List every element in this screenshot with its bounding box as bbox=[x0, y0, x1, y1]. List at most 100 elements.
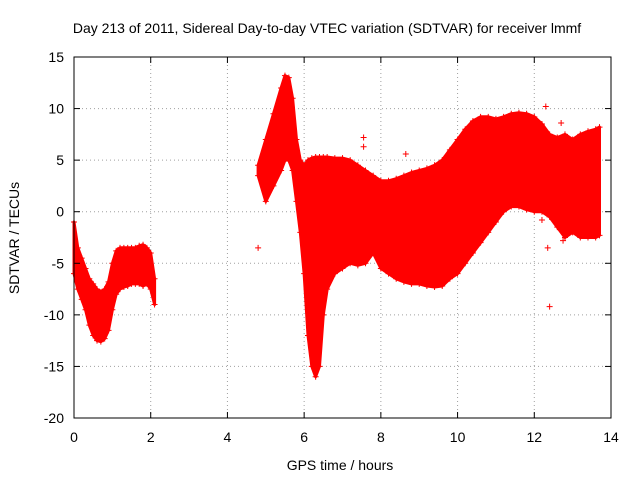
y-tick-label: 15 bbox=[48, 49, 64, 65]
data-layer bbox=[71, 72, 603, 380]
data-point bbox=[109, 260, 116, 267]
data-point bbox=[312, 373, 319, 380]
data-point bbox=[278, 84, 285, 91]
outlier-point bbox=[255, 244, 262, 251]
y-tick-label: 5 bbox=[56, 152, 64, 168]
data-point bbox=[454, 136, 461, 143]
data-point bbox=[278, 167, 285, 174]
y-tick-label: -10 bbox=[44, 307, 64, 323]
data-point bbox=[385, 270, 392, 277]
data-point bbox=[431, 162, 438, 169]
data-point bbox=[301, 270, 308, 277]
data-point bbox=[370, 172, 377, 179]
data-point bbox=[140, 241, 147, 248]
data-point bbox=[281, 72, 288, 79]
outlier-point bbox=[560, 237, 567, 244]
data-point bbox=[78, 296, 85, 303]
data-point bbox=[74, 286, 81, 293]
data-point bbox=[492, 115, 499, 122]
x-tick-label: 4 bbox=[224, 429, 232, 445]
data-point bbox=[101, 335, 108, 342]
plot-frame bbox=[73, 56, 612, 419]
data-point bbox=[477, 113, 484, 120]
axes: 0 2 4 6 8 10 12 14 -20 -15 -10 -5 0 5 10 15 bbox=[44, 49, 619, 445]
data-point bbox=[439, 157, 446, 164]
data-point bbox=[97, 338, 104, 345]
data-point bbox=[577, 234, 584, 241]
data-point bbox=[293, 198, 300, 205]
outlier-point bbox=[546, 303, 553, 310]
data-point bbox=[316, 363, 323, 370]
data-point bbox=[113, 247, 120, 254]
data-point bbox=[515, 203, 522, 210]
data-point bbox=[270, 110, 277, 117]
data-point bbox=[446, 275, 453, 282]
data-point bbox=[508, 203, 515, 210]
data-point bbox=[569, 229, 576, 236]
data-point bbox=[377, 265, 384, 272]
data-point bbox=[293, 136, 300, 143]
data-point bbox=[324, 286, 331, 293]
data-point bbox=[143, 280, 150, 287]
data-point bbox=[454, 270, 461, 277]
data-point bbox=[400, 172, 407, 179]
x-tick-label: 14 bbox=[603, 429, 619, 445]
data-point bbox=[78, 255, 85, 262]
data-point bbox=[140, 282, 147, 289]
data-point bbox=[477, 239, 484, 246]
data-point bbox=[538, 121, 545, 128]
data-point bbox=[469, 249, 476, 256]
data-point bbox=[569, 136, 576, 143]
outlier-point bbox=[558, 120, 565, 127]
data-point bbox=[270, 182, 277, 189]
y-tick-label: -20 bbox=[44, 410, 64, 426]
data-point bbox=[143, 244, 150, 251]
data-point bbox=[596, 232, 603, 239]
data-point bbox=[301, 162, 308, 169]
data-point bbox=[297, 157, 304, 164]
data-point bbox=[423, 165, 430, 172]
data-point bbox=[320, 311, 327, 318]
chart-title: Day 213 of 2011, Sidereal Day-to-day VTE… bbox=[73, 20, 581, 36]
data-point bbox=[577, 131, 584, 138]
data-band-segment-1 bbox=[72, 220, 157, 344]
data-point bbox=[136, 242, 143, 249]
data-point bbox=[124, 282, 131, 289]
data-point bbox=[500, 208, 507, 215]
data-point bbox=[592, 234, 599, 241]
data-point bbox=[86, 275, 93, 282]
data-point bbox=[324, 154, 331, 161]
data-point bbox=[446, 146, 453, 153]
data-point bbox=[531, 113, 538, 120]
y-tick-label: 10 bbox=[48, 101, 64, 117]
data-point bbox=[584, 234, 591, 241]
data-point bbox=[508, 110, 515, 117]
data-point bbox=[584, 128, 591, 135]
data-point bbox=[339, 265, 346, 272]
data-point bbox=[289, 95, 296, 102]
data-point bbox=[462, 260, 469, 267]
outlier-point bbox=[360, 143, 367, 150]
data-point bbox=[255, 162, 262, 169]
data-point bbox=[97, 289, 104, 296]
data-point bbox=[262, 136, 269, 143]
data-point bbox=[462, 126, 469, 133]
data-point bbox=[423, 282, 430, 289]
data-point bbox=[370, 249, 377, 256]
data-point bbox=[74, 244, 81, 251]
data-point bbox=[132, 244, 139, 251]
x-tick-label: 2 bbox=[147, 429, 155, 445]
data-point bbox=[347, 260, 354, 267]
y-axis-label: SDTVAR / TECUs bbox=[6, 182, 22, 294]
data-point bbox=[289, 167, 296, 174]
outlier-point bbox=[544, 244, 551, 251]
data-point bbox=[408, 169, 415, 176]
data-point bbox=[377, 177, 384, 184]
data-point bbox=[82, 265, 89, 272]
data-point bbox=[400, 278, 407, 285]
data-point bbox=[86, 322, 93, 329]
data-point bbox=[90, 332, 97, 339]
data-point bbox=[339, 155, 346, 162]
data-point bbox=[592, 126, 599, 133]
